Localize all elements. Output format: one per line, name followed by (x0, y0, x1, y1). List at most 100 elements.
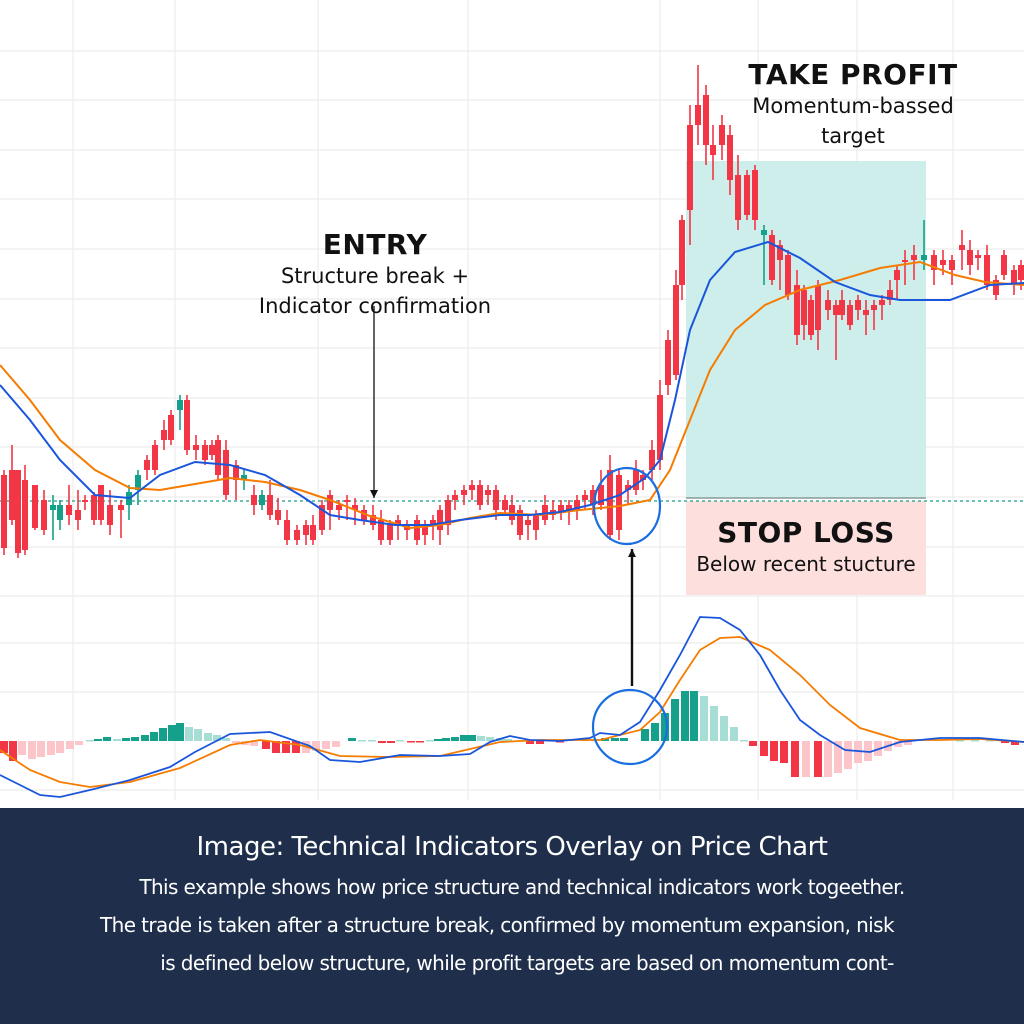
histogram-bar (150, 732, 158, 741)
bear-candle (66, 505, 72, 515)
candlesticks (1, 65, 1024, 558)
histogram-bar (904, 741, 912, 745)
bear-candle (710, 145, 716, 155)
bull-candle (57, 505, 63, 520)
histogram-bar (671, 699, 679, 741)
histogram-bar (9, 741, 17, 761)
bear-candle (517, 510, 523, 535)
bear-candle (1011, 270, 1017, 285)
histogram-bar (426, 740, 434, 742)
bear-candle (582, 495, 588, 500)
histogram-bar (611, 738, 619, 741)
bear-candle (533, 515, 539, 530)
bear-candle (633, 470, 639, 490)
histogram-bar (332, 741, 340, 747)
bear-candle (209, 445, 215, 455)
bear-candle (847, 305, 853, 325)
histogram-bar (681, 691, 689, 741)
macd-lines (0, 616, 1024, 798)
bear-candle (695, 105, 701, 125)
bear-candle (1018, 265, 1024, 280)
bear-candle (815, 285, 821, 330)
histogram-bar (86, 740, 94, 742)
annotation-arrows (370, 306, 636, 686)
chart-grid (0, 0, 1024, 800)
bear-candle (445, 500, 451, 525)
histogram-bar (122, 738, 130, 741)
bear-candle (9, 470, 15, 520)
bull-candle (135, 475, 141, 490)
bull-candle (50, 505, 56, 510)
histogram-bar (159, 728, 167, 741)
histogram-bar (94, 739, 102, 741)
bear-candle (275, 510, 281, 520)
histogram-bar (66, 741, 74, 749)
histogram-bar (185, 727, 193, 741)
bear-candle (422, 525, 428, 535)
histogram-bar (75, 741, 83, 745)
bear-candle (485, 490, 491, 495)
bear-candle (665, 340, 671, 385)
bear-candle (502, 500, 508, 510)
histogram-bar (113, 739, 121, 741)
histogram-bar (103, 737, 111, 741)
take-profit-zone (686, 161, 926, 498)
bear-candle (75, 510, 81, 520)
histogram-bar (322, 741, 330, 749)
histogram-bar (791, 741, 799, 777)
bull-candle (259, 495, 265, 505)
bear-candle (395, 520, 401, 525)
bear-candle (879, 300, 885, 305)
bear-candle (361, 510, 367, 520)
highlight-circles (591, 466, 669, 766)
histogram-bar (407, 741, 415, 743)
bear-candle (327, 495, 333, 510)
bear-candle (911, 255, 917, 260)
histogram-bar (641, 729, 649, 741)
histogram-bar (451, 737, 459, 741)
bear-candle (152, 445, 158, 470)
bear-candle (310, 525, 316, 540)
histogram-bar (396, 740, 404, 742)
histogram-bar (749, 741, 757, 746)
histogram-bar (720, 716, 728, 741)
histogram-bar (378, 741, 386, 743)
bear-candle (649, 450, 655, 470)
bear-candle (975, 255, 981, 258)
signal-line (0, 636, 1024, 788)
histogram-bar (536, 741, 544, 744)
bear-candle (825, 300, 831, 310)
histogram-bar (0, 741, 8, 753)
bear-candle (378, 520, 384, 540)
bear-candle (687, 125, 693, 210)
take-profit-annotation: TAKE PROFIT Momentum-bassed target (728, 58, 978, 151)
bear-candle (769, 235, 775, 280)
histogram-bar (250, 741, 258, 746)
bear-candle (640, 475, 646, 480)
histogram-bar (824, 741, 832, 777)
bear-candle (509, 505, 515, 520)
bear-candle (558, 505, 564, 512)
bear-candle (477, 485, 483, 505)
bear-candle (940, 260, 946, 265)
bull-candle (761, 230, 767, 235)
bear-candle (107, 505, 113, 525)
histogram-bar (1001, 741, 1009, 743)
moving-averages (0, 240, 1024, 530)
bear-candle (144, 460, 150, 470)
histogram-bar (213, 735, 221, 741)
histogram-bar (1011, 741, 1019, 745)
histogram-bar (894, 741, 902, 747)
take-profit-line-1: Momentum-bassed (752, 94, 954, 118)
bear-candle (370, 515, 376, 525)
bear-candle (839, 300, 845, 315)
histogram-bar (504, 739, 512, 741)
bear-candle (931, 255, 937, 270)
stop-loss-zone (686, 501, 926, 595)
bear-candle (118, 505, 124, 510)
entry-annotation: ENTRY Structure break + Indicator confir… (230, 228, 520, 321)
bear-candle (673, 285, 679, 375)
bear-candle (294, 530, 300, 540)
stop-loss-title: STOP LOSS (717, 516, 895, 549)
histogram-bar (486, 737, 494, 741)
